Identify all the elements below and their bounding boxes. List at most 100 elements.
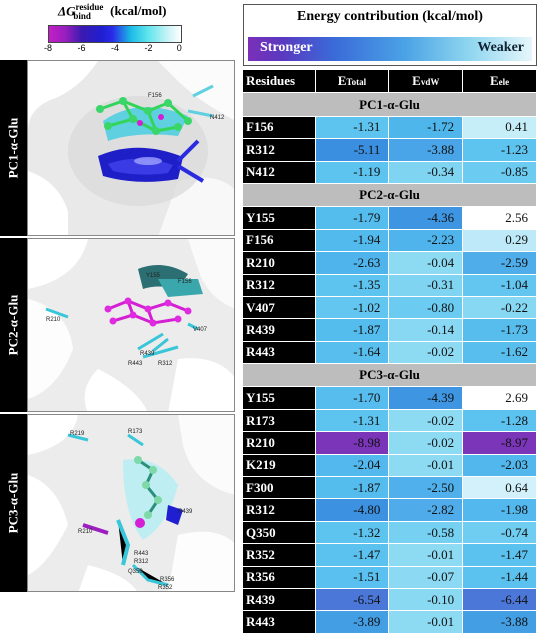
value-cell-total: -1.19 <box>315 161 390 184</box>
energy-legend: Energy contribution (kcal/mol) Stronger … <box>243 4 537 66</box>
value-cell-ele: 2.56 <box>462 206 537 230</box>
residue-cell: R443 <box>243 341 316 365</box>
residue-label: R439 <box>140 351 155 357</box>
residue-cell: N412 <box>243 161 316 184</box>
table-row: R210 -2.63 -0.04 -2.59 <box>243 251 537 275</box>
value-cell-total: -3.89 <box>315 610 390 634</box>
residue-label: F156 <box>178 279 192 285</box>
value-cell-total: -1.87 <box>315 318 390 342</box>
residue-label: R219 <box>70 431 85 437</box>
residue-label: N412 <box>210 115 225 121</box>
legend-weaker-label: Weaker <box>477 40 524 55</box>
group-title: PC3-α-Glu <box>243 363 537 388</box>
value-cell-total: -1.64 <box>315 341 390 365</box>
value-cell-vdw: -4.36 <box>388 206 464 230</box>
residue-cell: R173 <box>243 409 316 433</box>
colorbar-tick: -6 <box>77 43 86 53</box>
value-cell-ele: -1.23 <box>462 138 537 162</box>
value-cell-vdw: -2.23 <box>388 229 464 253</box>
table-row: R356 -1.51 -0.07 -1.44 <box>243 566 537 589</box>
value-cell-vdw: -0.02 <box>388 409 464 433</box>
structure-panel-pc1: F156 N412 <box>27 60 235 236</box>
delta-g-symbol: ΔG <box>58 3 76 19</box>
legend-gradient-bar: Stronger Weaker <box>248 37 532 61</box>
group-title: PC2-α-Glu <box>243 183 537 208</box>
panel-label-pc1: PC1-α-Glu <box>0 60 27 236</box>
value-cell-total: -8.98 <box>315 431 390 455</box>
value-cell-vdw: -0.01 <box>388 610 464 634</box>
residue-cell: F300 <box>243 476 316 500</box>
legend-stronger-label: Stronger <box>260 40 313 55</box>
value-cell-ele: 0.41 <box>462 116 537 140</box>
colorbar-tick: -4 <box>110 43 120 53</box>
residue-label: R443 <box>134 551 149 557</box>
table-row: F156 -1.31 -1.72 0.41 <box>243 116 537 140</box>
value-cell-ele: -3.88 <box>462 610 537 634</box>
value-cell-vdw: -0.80 <box>388 296 464 320</box>
table-row: R443 -3.89 -0.01 -3.88 <box>243 610 537 634</box>
panel-label-pc3: PC3-α-Glu <box>0 414 27 592</box>
value-cell-vdw: -0.10 <box>388 588 464 612</box>
value-cell-vdw: -0.02 <box>388 431 464 455</box>
residue-cell: F156 <box>243 229 316 253</box>
table-row: R312 -1.35 -0.31 -1.04 <box>243 274 537 297</box>
value-cell-total: -1.79 <box>315 206 390 230</box>
value-cell-ele: -1.98 <box>462 498 537 522</box>
colorbar-title: ΔGresiduebind (kcal/mol) <box>58 2 167 21</box>
residue-label: R312 <box>134 559 149 565</box>
value-cell-ele: -1.28 <box>462 409 537 433</box>
value-cell-vdw: -0.02 <box>388 341 464 365</box>
table-row: R443 -1.64 -0.02 -1.62 <box>243 341 537 365</box>
value-cell-vdw: -0.01 <box>388 454 464 478</box>
value-cell-ele: -2.03 <box>462 454 537 478</box>
energy-table: Residues ETotal EvdW Eele PC1-α-Glu F156-… <box>243 70 537 634</box>
value-cell-total: -5.11 <box>315 138 390 162</box>
residue-label: R210 <box>78 529 93 535</box>
value-cell-vdw: -2.82 <box>388 498 464 522</box>
table-group-row: PC3-α-Glu <box>243 363 537 388</box>
value-cell-ele: -1.44 <box>462 566 537 589</box>
residue-label: R173 <box>128 429 143 435</box>
value-cell-total: -6.54 <box>315 588 390 612</box>
colorbar-tick: -2 <box>144 43 153 53</box>
title-unit: (kcal/mol) <box>110 3 167 19</box>
residue-label: R356 <box>160 577 175 583</box>
value-cell-ele: -1.62 <box>462 341 537 365</box>
value-cell-vdw: -3.88 <box>388 138 464 162</box>
value-cell-total: -1.47 <box>315 543 390 567</box>
residue-label: R312 <box>158 361 173 367</box>
header-etotal: ETotal <box>315 70 390 94</box>
value-cell-vdw: -0.58 <box>388 521 464 545</box>
value-cell-vdw: -0.14 <box>388 318 464 342</box>
residue-cell: R210 <box>243 431 316 455</box>
structure-panel-pc2: Y155 F156 R210 V407 R439 R443 R312 <box>27 238 235 412</box>
value-cell-total: -1.70 <box>315 386 390 410</box>
colorbar-tick: -8 <box>43 43 53 53</box>
value-cell-ele: 2.69 <box>462 386 537 410</box>
table-row: Q350 -1.32 -0.58 -0.74 <box>243 521 537 545</box>
value-cell-ele: -1.04 <box>462 274 537 297</box>
residue-label: Y155 <box>146 273 161 279</box>
residue-cell: K219 <box>243 454 316 478</box>
table-row: Y155 -1.79 -4.36 2.56 <box>243 206 537 230</box>
table-row: R439 -6.54 -0.10 -6.44 <box>243 588 537 612</box>
residue-label: F156 <box>148 93 162 99</box>
residue-cell: R443 <box>243 610 316 634</box>
residue-cell: R439 <box>243 318 316 342</box>
value-cell-total: -1.32 <box>315 521 390 545</box>
value-cell-ele: -1.47 <box>462 543 537 567</box>
pc2-binding-pocket-image: Y155 F156 R210 V407 R439 R443 R312 <box>28 239 234 411</box>
pc3-binding-pocket-image: R219 R173 R210 R443 R312 Q350 R356 R352 … <box>28 415 234 591</box>
colorbar <box>48 25 182 43</box>
table-row: R352 -1.47 -0.01 -1.47 <box>243 543 537 567</box>
table-row: R210 -8.98 -0.02 -8.97 <box>243 431 537 455</box>
value-cell-total: -2.04 <box>315 454 390 478</box>
header-residues: Residues <box>243 70 316 94</box>
residue-cell: Q350 <box>243 521 316 545</box>
value-cell-vdw: -0.31 <box>388 274 464 297</box>
residue-label: R443 <box>128 361 143 367</box>
header-eele: Eele <box>462 70 537 94</box>
residue-label: V407 <box>193 327 208 333</box>
value-cell-vdw: -0.07 <box>388 566 464 589</box>
residue-label: Q350 <box>128 569 143 575</box>
